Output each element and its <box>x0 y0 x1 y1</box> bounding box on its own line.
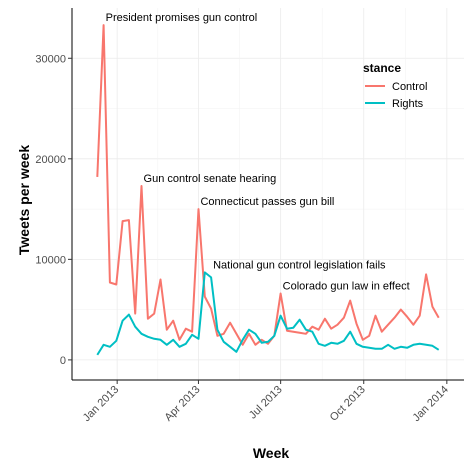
x-axis-ticks: Jan 2013 Apr 2013 Jul 2013 Oct 2013 Jan 2014 <box>81 380 451 424</box>
legend-label-rights: Rights <box>392 98 424 110</box>
x-axis-title: Week <box>253 445 290 461</box>
series-lines <box>96 24 440 356</box>
y-tick-label: 20000 <box>35 154 66 166</box>
x-tick-label: Apr 2013 <box>163 384 203 424</box>
x-tick-label: Jan 2014 <box>410 384 450 424</box>
annotation-label: Gun control senate hearing <box>144 173 277 185</box>
annotation-label: Connecticut passes gun bill <box>200 196 334 208</box>
x-tick-label: Jan 2013 <box>81 384 121 424</box>
annotation-label: National gun control legislation fails <box>213 259 386 271</box>
legend-title: stance <box>363 61 401 75</box>
y-tick-label: 10000 <box>35 254 66 266</box>
series-line-control <box>96 24 440 346</box>
y-tick-label: 0 <box>60 355 66 367</box>
y-axis-title: Tweets per week <box>16 145 32 255</box>
x-tick-label: Jul 2013 <box>247 384 285 422</box>
x-tick-label: Oct 2013 <box>328 384 368 424</box>
plot-panel <box>72 8 464 380</box>
annotations: President promises gun control Gun contro… <box>106 12 410 292</box>
axes <box>71 8 464 381</box>
series-line-rights <box>96 271 440 356</box>
annotation-label: Colorado gun law in effect <box>283 281 410 293</box>
legend: stance Control Rights <box>363 61 427 110</box>
y-tick-label: 30000 <box>35 53 66 65</box>
y-axis-ticks: 0 10000 20000 30000 <box>35 53 72 367</box>
annotation-label: President promises gun control <box>106 12 258 24</box>
legend-label-control: Control <box>392 81 427 93</box>
